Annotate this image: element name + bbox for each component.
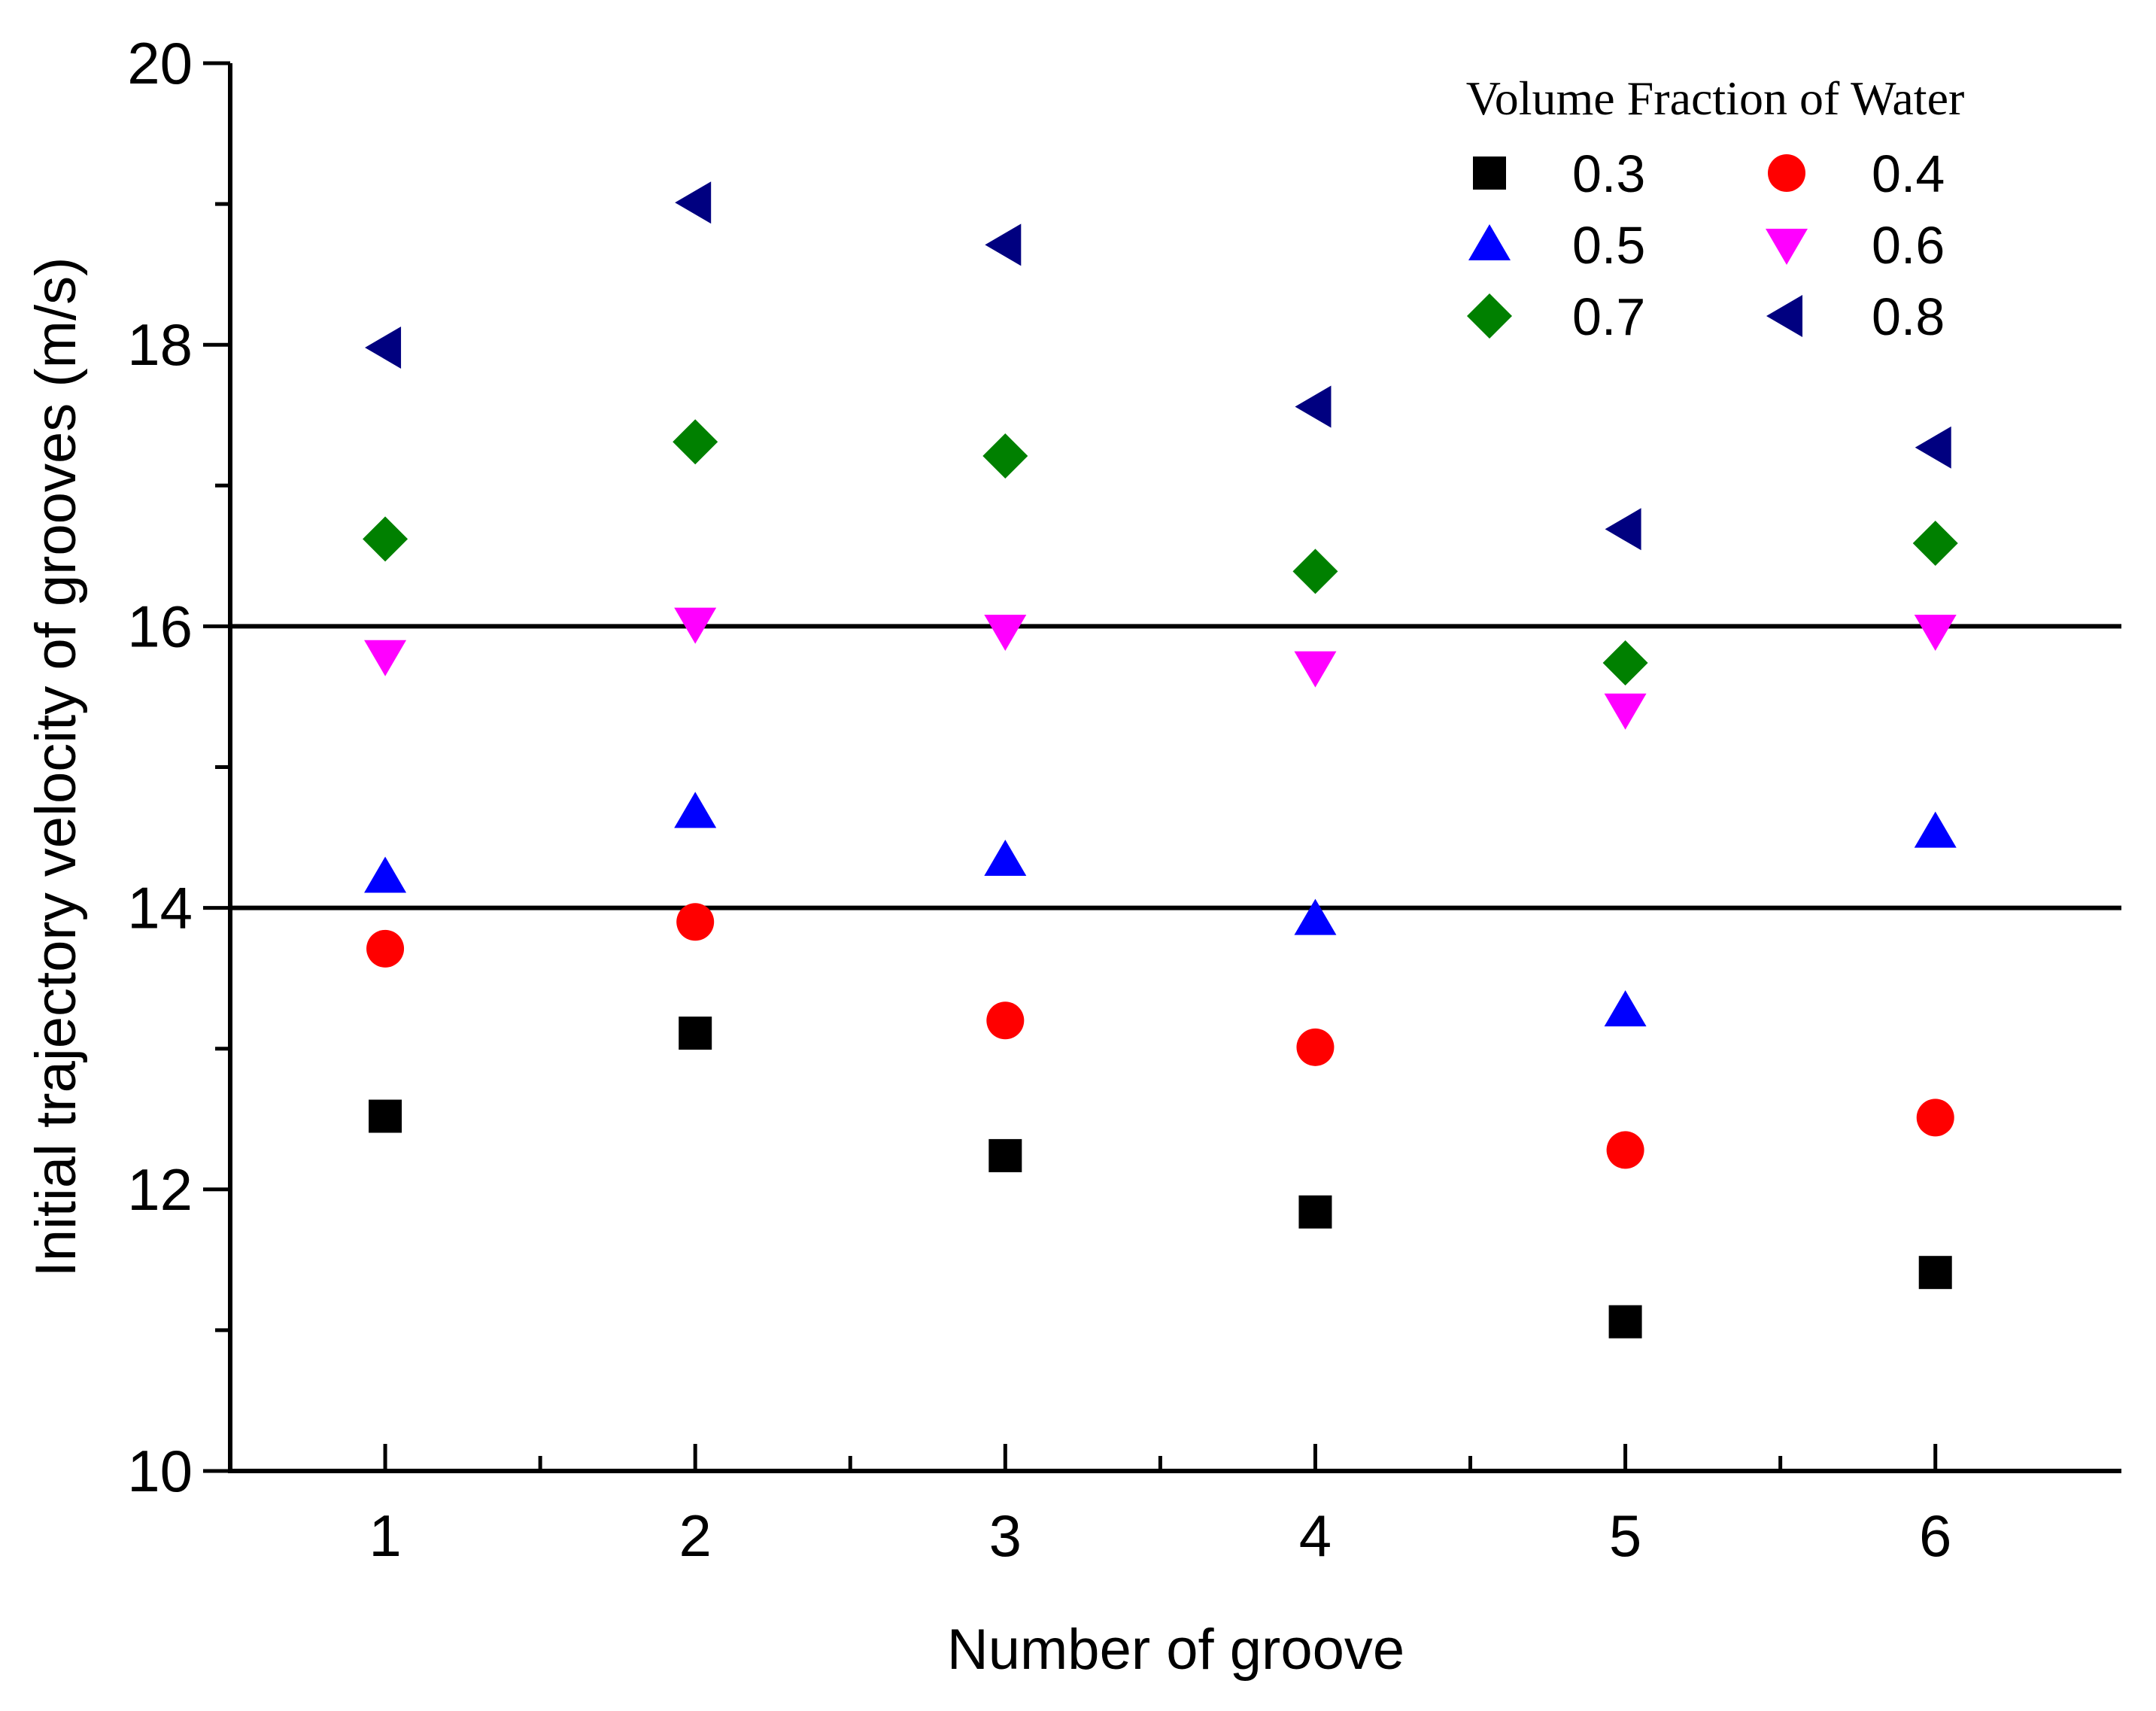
data-point-0.8-groove-6: [1915, 426, 1951, 469]
data-point-0.3-groove-4: [1298, 1195, 1332, 1229]
legend-marker-0.7: [1467, 293, 1512, 339]
data-point-0.3-groove-2: [679, 1017, 712, 1050]
x-tick-label: 2: [679, 1503, 712, 1569]
data-point-0.5-groove-2: [674, 792, 717, 828]
x-tick-label: 5: [1609, 1503, 1641, 1569]
y-tick-label: 20: [127, 30, 193, 96]
legend-label-0.3: 0.3: [1572, 144, 1645, 203]
y-tick-label: 18: [127, 312, 193, 378]
data-point-0.5-groove-5: [1604, 990, 1647, 1027]
data-point-0.4-groove-2: [676, 903, 715, 941]
legend-label-0.8: 0.8: [1872, 287, 1945, 346]
y-tick-label: 12: [127, 1156, 193, 1223]
data-point-0.6-groove-1: [364, 640, 407, 676]
data-point-0.6-groove-6: [1914, 615, 1957, 652]
data-points: [363, 181, 1958, 1339]
legend-title: Volume Fraction of Water: [1466, 71, 1965, 125]
x-tick-label: 1: [369, 1503, 401, 1569]
data-point-0.7-groove-3: [982, 433, 1028, 479]
data-point-0.8-groove-5: [1605, 508, 1641, 551]
data-point-0.7-groove-2: [673, 419, 718, 465]
data-point-0.7-groove-5: [1602, 640, 1648, 686]
data-point-0.6-groove-3: [984, 615, 1027, 652]
y-axis-title: Initial trajectory velocity of grooves (…: [24, 257, 88, 1278]
data-point-0.6-groove-5: [1604, 693, 1647, 730]
data-point-0.3-groove-6: [1918, 1256, 1952, 1290]
data-point-0.6-groove-2: [674, 607, 717, 644]
reference-lines: [230, 624, 2121, 910]
y-tick-label: 16: [127, 593, 193, 659]
legend-marker-0.4: [1768, 154, 1805, 192]
y-tick-label: 14: [127, 875, 193, 941]
data-point-0.8-groove-2: [675, 181, 712, 224]
data-point-0.8-groove-4: [1295, 385, 1332, 428]
data-point-0.4-groove-4: [1296, 1028, 1335, 1066]
x-axis-title: Number of groove: [947, 1618, 1404, 1682]
legend-marker-0.5: [1468, 224, 1511, 260]
data-point-0.5-groove-3: [984, 839, 1027, 876]
data-point-0.5-groove-1: [364, 856, 407, 893]
data-point-0.7-groove-4: [1292, 549, 1338, 594]
legend-label-0.4: 0.4: [1872, 144, 1945, 203]
data-point-0.4-groove-5: [1606, 1131, 1644, 1169]
data-point-0.5-groove-4: [1294, 898, 1337, 935]
legend-label-0.6: 0.6: [1872, 216, 1945, 275]
data-point-0.4-groove-1: [366, 929, 405, 968]
x-tick-label: 4: [1299, 1503, 1332, 1569]
data-point-0.6-groove-4: [1294, 651, 1337, 688]
x-tick-label: 3: [989, 1503, 1022, 1569]
axes: [228, 63, 2121, 1473]
legend-marker-0.3: [1473, 157, 1506, 190]
x-tick-label: 6: [1919, 1503, 1951, 1569]
data-point-0.4-groove-3: [986, 1001, 1025, 1040]
data-point-0.7-groove-6: [1912, 521, 1958, 567]
data-point-0.3-groove-3: [988, 1138, 1022, 1172]
legend-marker-0.6: [1766, 229, 1808, 265]
legend-label-0.7: 0.7: [1572, 287, 1645, 346]
legend-label-0.5: 0.5: [1572, 216, 1645, 275]
data-point-0.7-groove-1: [363, 516, 408, 562]
legend: Volume Fraction of Water 0.3 0.4 0.5 0.6 0.7 0…: [1466, 71, 1965, 346]
data-point-0.8-groove-1: [365, 326, 402, 369]
data-point-0.3-groove-1: [369, 1099, 402, 1133]
data-point-0.4-groove-6: [1916, 1099, 1954, 1137]
legend-marker-0.8: [1766, 295, 1802, 337]
data-point-0.8-groove-3: [985, 223, 1022, 266]
data-point-0.3-groove-5: [1608, 1305, 1642, 1339]
y-tick-label: 10: [127, 1438, 193, 1504]
data-point-0.5-groove-6: [1914, 811, 1957, 848]
